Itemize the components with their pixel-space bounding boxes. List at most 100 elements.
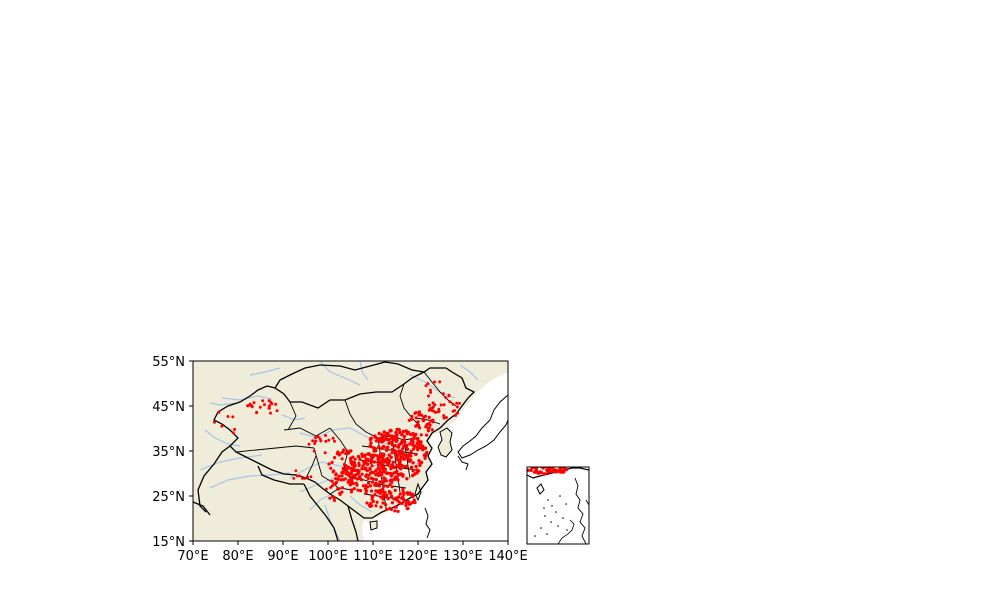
station-point [379,505,383,509]
station-point [388,506,392,511]
station-point [375,500,379,504]
station-point [316,435,320,439]
station-point [417,459,421,463]
station-point [455,401,459,405]
station-point [370,477,375,481]
station-point [335,451,339,456]
station-point [427,415,431,419]
station-point [395,438,399,443]
station-point [410,492,415,496]
station-point [412,498,416,502]
station-point [374,468,378,473]
station-point [361,464,365,468]
x-axis: 70°E 80°E 90°E 100°E 110°E 120°E 130°E 1… [177,541,528,564]
station-point [370,497,374,501]
station-point [394,430,398,435]
station-point [348,471,352,475]
station-point [356,488,360,492]
station-point [377,456,381,460]
station-point [409,465,414,469]
x-tick-label: 110°E [353,549,393,564]
station-point [406,500,410,504]
y-tick-label: 45°N [152,400,185,415]
station-point [564,467,569,472]
station-point [411,473,415,478]
station-point [437,407,441,411]
inset-station-points [527,467,569,476]
station-point [360,472,364,476]
station-point [362,454,367,458]
station-point [396,509,400,513]
station-point [410,414,414,418]
station-point [341,466,345,471]
station-point [233,427,237,431]
korea-land [437,427,453,458]
station-point [267,406,271,410]
station-point [442,414,446,418]
station-point [340,490,344,494]
station-point [303,477,307,480]
station-point [411,469,415,473]
station-point [376,454,380,458]
station-point [370,470,374,474]
station-point [414,464,418,469]
station-point [418,446,422,450]
station-point [270,402,274,406]
station-point [306,475,309,479]
x-tick-label: 130°E [443,549,483,564]
station-point [295,474,299,478]
station-point [366,481,370,485]
station-point [390,485,394,489]
station-point [376,490,380,494]
station-point [390,443,395,447]
station-points [213,380,461,513]
philippines-outline [424,507,431,539]
station-point [231,431,235,435]
station-point [413,500,417,505]
station-point [428,407,432,410]
station-point [415,471,419,475]
station-point [426,426,430,430]
station-point [337,487,341,491]
station-point [401,456,405,460]
station-point [362,459,366,464]
station-point [395,475,399,479]
station-point [327,462,331,466]
station-point [376,471,380,475]
station-point [355,477,359,481]
station-point [454,414,457,417]
station-point [401,447,405,451]
station-point [400,501,404,505]
station-point [406,455,410,459]
station-point [347,478,351,482]
station-point [247,403,251,407]
station-point [432,409,436,413]
station-point [421,419,425,423]
station-point [401,473,405,477]
x-tick-label: 100°E [308,549,348,564]
station-point [393,488,397,492]
station-point [390,501,394,505]
station-point [387,461,391,466]
x-tick-label: 140°E [488,549,528,564]
station-point [407,418,411,422]
y-tick-label: 25°N [152,490,185,505]
station-point [384,471,389,475]
station-point [417,413,421,417]
station-point [424,384,428,388]
station-point [534,467,539,470]
station-point [349,460,353,464]
station-point [365,501,369,505]
station-point [387,441,391,445]
station-point [356,471,360,475]
station-point [330,460,334,464]
station-point [447,393,451,397]
station-point [377,431,381,436]
station-point [416,420,420,424]
station-point [387,453,391,457]
station-point [395,427,399,432]
station-point [389,494,394,498]
station-point [397,443,401,447]
station-point [409,449,413,453]
station-point [444,416,448,419]
